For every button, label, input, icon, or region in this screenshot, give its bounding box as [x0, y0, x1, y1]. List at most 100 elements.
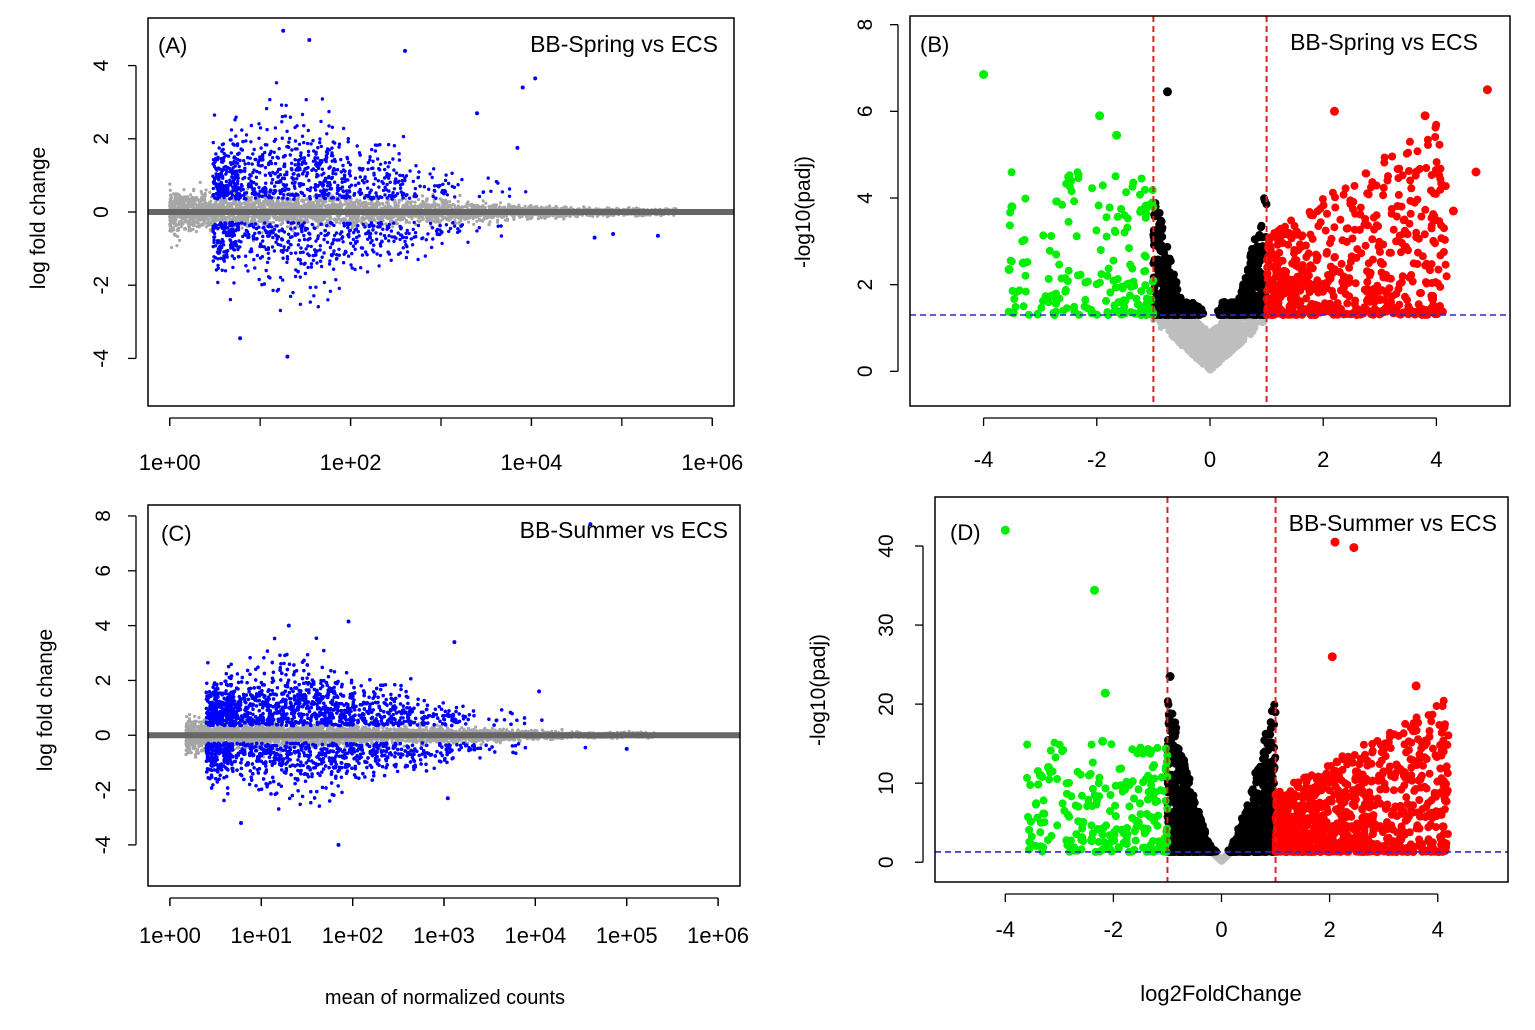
ma-nonsig-point: [195, 204, 199, 208]
ma-sig-point: [414, 235, 418, 239]
ma-sig-point: [407, 231, 411, 236]
ma-sig-point: [460, 177, 464, 182]
ma-sig-point: [434, 196, 438, 200]
ma-nonsig-point: [407, 215, 411, 219]
ma-sig-point: [318, 140, 322, 145]
ma-sig-point: [230, 222, 234, 226]
ma-sig-point: [297, 238, 302, 242]
ma-nonsig-point: [530, 214, 534, 218]
ma-sig-point: [281, 278, 285, 282]
ma-sig-point: [281, 256, 285, 260]
ma-nonsig-point: [300, 204, 304, 208]
ma-nonsig-point: [199, 197, 204, 201]
ma-sig-point: [345, 157, 350, 161]
ma-nonsig-point: [223, 199, 228, 203]
ma-sig-point: [327, 109, 331, 114]
ma-sig-point: [392, 144, 397, 148]
ma-sig-point: [255, 253, 260, 258]
ma-nonsig-point: [208, 203, 212, 207]
ma-nonsig-point: [178, 197, 183, 201]
ma-sig-point: [249, 140, 253, 144]
ma-sig-point: [235, 143, 240, 148]
ma-nonsig-point: [228, 201, 232, 206]
ma-sig-point: [430, 175, 434, 180]
ma-nonsig-point: [245, 217, 250, 221]
ma-sig-point: [405, 250, 410, 254]
ma-sig-point: [296, 168, 300, 172]
ma-sig-point: [257, 277, 261, 282]
ma-sig-point: [360, 178, 365, 183]
ma-nonsig-point: [465, 205, 469, 209]
ma-sig-point: [285, 197, 290, 201]
ma-sig-point: [273, 161, 278, 166]
ma-sig-point: [307, 253, 311, 258]
ma-sig-point: [234, 160, 238, 165]
ma-sig-point: [381, 227, 385, 231]
ma-nonsig-point: [187, 224, 191, 228]
ma-sig-point: [405, 244, 409, 249]
ma-nonsig-point: [250, 219, 254, 223]
ma-sig-point: [319, 222, 323, 226]
ma-sig-point: [286, 220, 290, 224]
ma-sig-point: [444, 173, 448, 177]
ma-nonsig-point: [287, 216, 291, 220]
ma-sig-point: [369, 241, 373, 245]
ma-sig-point: [251, 152, 255, 156]
ma-nonsig-point: [487, 223, 491, 227]
ma-nonsig-point: [333, 217, 337, 221]
ma-nonsig-point: [271, 199, 275, 203]
ma-nonsig-point: [183, 226, 187, 230]
ma-nonsig-point: [381, 202, 385, 206]
ma-nonsig-point: [405, 218, 409, 223]
ma-sig-point: [212, 113, 217, 117]
ma-sig-point: [270, 181, 274, 185]
ma-sig-point: [346, 254, 351, 258]
ma-sig-point: [427, 187, 431, 191]
ma-sig-point: [507, 194, 512, 198]
ma-sig-point: [357, 181, 361, 185]
ma-sig-point: [397, 158, 402, 162]
ma-nonsig-point: [175, 192, 179, 196]
ma-sig-point: [318, 248, 322, 252]
ma-nonsig-point: [374, 203, 378, 207]
ma-sig-point: [377, 264, 381, 268]
ma-sig-point: [253, 222, 258, 226]
ma-nonsig-point: [233, 202, 237, 206]
ma-sig-point: [404, 231, 408, 235]
ma-sig-point: [254, 175, 259, 179]
ma-sig-point: [401, 246, 405, 250]
ma-sig-point: [336, 197, 340, 201]
ma-sig-point: [385, 182, 389, 187]
ma-nonsig-point: [391, 225, 395, 229]
ma-nonsig-point: [260, 202, 264, 206]
ma-nonsig-point: [190, 196, 194, 200]
ma-sig-point: [217, 146, 221, 150]
ma-nonsig-point: [218, 205, 222, 209]
ma-sig-point: [228, 297, 233, 302]
ma-sig-point: [351, 237, 356, 242]
ma-nonsig-point: [204, 203, 208, 207]
ma-sig-point: [280, 114, 285, 119]
ma-nonsig-point: [175, 244, 179, 248]
ma-sig-point: [302, 140, 306, 145]
ma-nonsig-point: [481, 199, 485, 203]
ma-nonsig-point: [478, 205, 482, 209]
ma-sig-point: [216, 263, 220, 268]
ma-sig-point: [257, 185, 261, 190]
ma-nonsig-point: [179, 225, 183, 229]
ma-nonsig-point: [278, 203, 282, 207]
ma-sig-point: [326, 298, 330, 302]
ma-nonsig-point: [182, 197, 186, 201]
ma-sig-point: [335, 253, 339, 257]
ma-nonsig-point: [209, 199, 213, 203]
ma-sig-point: [297, 142, 302, 146]
ma-nonsig-point: [279, 222, 283, 227]
ma-sig-point: [319, 231, 323, 236]
ma-sig-point: [337, 247, 341, 251]
ma-sig-point: [331, 154, 335, 158]
ma-nonsig-point: [443, 215, 447, 219]
ma-sig-point: [304, 247, 308, 251]
ma-sig-point: [216, 280, 220, 285]
ma-sig-point: [237, 164, 241, 169]
